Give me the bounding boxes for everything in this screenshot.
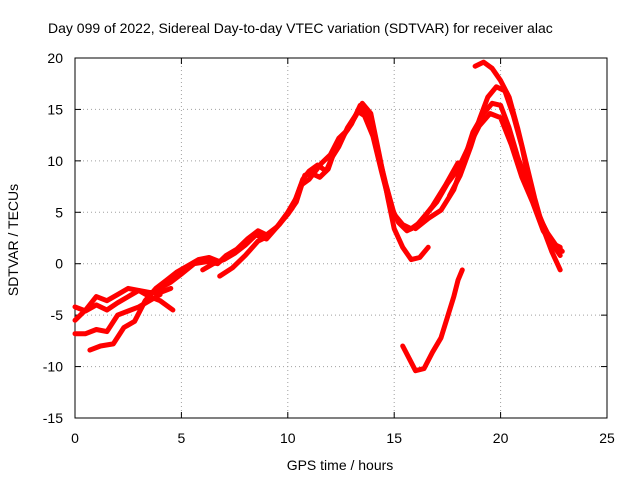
x-tick-label: 25 (599, 430, 615, 446)
y-tick-label: -15 (43, 410, 63, 426)
series-line-track-10 (447, 84, 565, 254)
series-line-track-11 (472, 59, 563, 273)
y-tick-label: 0 (55, 256, 63, 272)
y-tick-label: 10 (47, 153, 63, 169)
y-tick-label: -5 (51, 307, 64, 323)
y-tick-label: 5 (55, 204, 63, 220)
x-tick-label: 20 (493, 430, 509, 446)
x-tick-label: 5 (178, 430, 186, 446)
series-line-track-6 (200, 102, 461, 273)
series-line-track-8 (400, 267, 465, 374)
series-line-track-4 (87, 255, 223, 353)
plot-frame (74, 57, 608, 419)
series-line-track-7 (217, 100, 431, 279)
y-axis-label: SDTVAR / TECUs (5, 184, 21, 296)
ticks: 0 5 10 15 20 25 -15 -10 -5 0 5 10 15 20 (43, 50, 615, 446)
series-group (72, 59, 565, 374)
x-tick-label: 10 (280, 430, 296, 446)
x-tick-label: 0 (71, 430, 79, 446)
x-tick-label: 15 (386, 430, 402, 446)
x-axis-label: GPS time / hours (287, 457, 394, 473)
series-line-track-9 (413, 100, 563, 258)
y-tick-label: 20 (47, 50, 63, 66)
chart-title: Day 099 of 2022, Sidereal Day-to-day VTE… (48, 20, 553, 36)
y-tick-label: -10 (43, 359, 63, 375)
grid (75, 58, 607, 418)
y-tick-label: 15 (47, 101, 63, 117)
